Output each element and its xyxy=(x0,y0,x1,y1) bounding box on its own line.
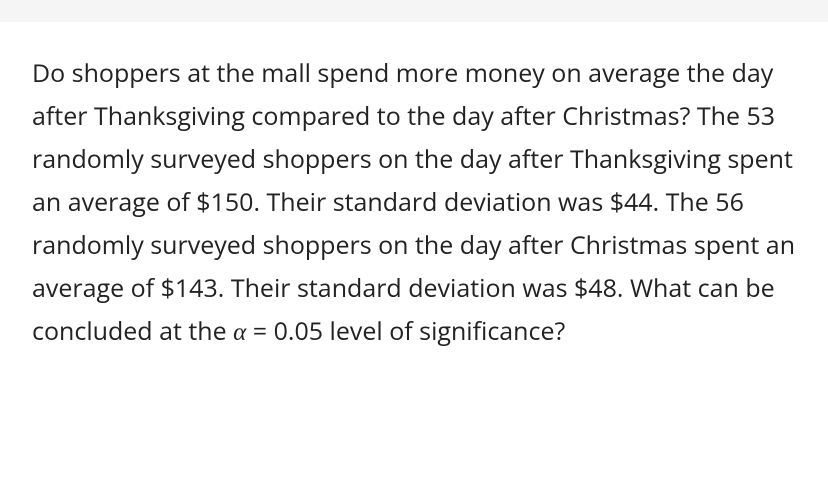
question-part2: = 0.05 level of significance? xyxy=(246,314,565,348)
question-part1: Do shoppers at the mall spend more money… xyxy=(32,56,795,348)
question-text: Do shoppers at the mall spend more money… xyxy=(32,52,796,354)
alpha-symbol: α xyxy=(233,319,246,346)
content-area: Do shoppers at the mall spend more money… xyxy=(0,22,828,374)
top-bar xyxy=(0,0,828,22)
